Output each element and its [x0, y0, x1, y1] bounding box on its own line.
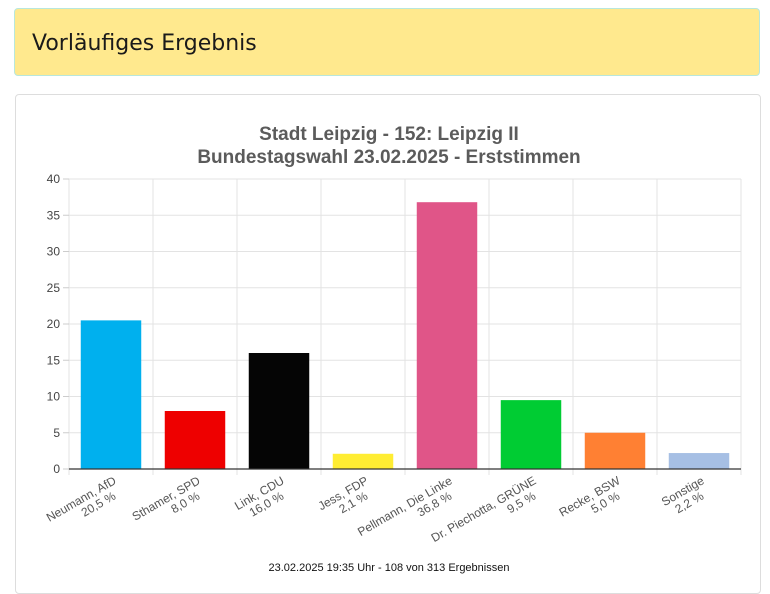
chart-card: Stadt Leipzig - 152: Leipzig II Bundesta…	[15, 94, 761, 594]
chart-title-line-2: Bundestagswahl 23.02.2025 - Erststimmen	[197, 147, 580, 168]
y-tick-label: 30	[47, 245, 61, 259]
status-banner: Vorläufiges Ergebnis	[14, 8, 760, 76]
y-tick-label: 35	[47, 208, 61, 222]
y-tick-label: 20	[47, 317, 61, 331]
bar-chart: Stadt Leipzig - 152: Leipzig II Bundesta…	[44, 124, 742, 574]
y-tick-label: 10	[47, 390, 61, 404]
bar-2[interactable]	[164, 411, 226, 469]
banner-title: Vorläufiges Ergebnis	[32, 31, 257, 56]
bar-3[interactable]	[248, 353, 310, 469]
y-tick-label: 0	[53, 462, 60, 476]
chart-title-line-1: Stadt Leipzig - 152: Leipzig II	[259, 124, 519, 145]
chart-axes: 0 5 10 15 20 25 30 35 40	[47, 172, 741, 476]
chart-bars	[80, 202, 730, 469]
chart-footer: 23.02.2025 19:35 Uhr - 108 von 313 Ergeb…	[269, 562, 510, 574]
y-tick-label: 40	[47, 172, 61, 186]
bar-8[interactable]	[668, 453, 730, 469]
bar-4[interactable]	[332, 453, 394, 469]
bar-6[interactable]	[500, 400, 562, 469]
bar-1[interactable]	[80, 320, 142, 469]
chart-grid	[68, 178, 742, 475]
bar-7[interactable]	[584, 432, 646, 469]
y-tick-label: 5	[53, 426, 60, 440]
y-tick-label: 15	[47, 353, 61, 367]
y-tick-label: 25	[47, 281, 61, 295]
bar-5[interactable]	[416, 202, 478, 469]
